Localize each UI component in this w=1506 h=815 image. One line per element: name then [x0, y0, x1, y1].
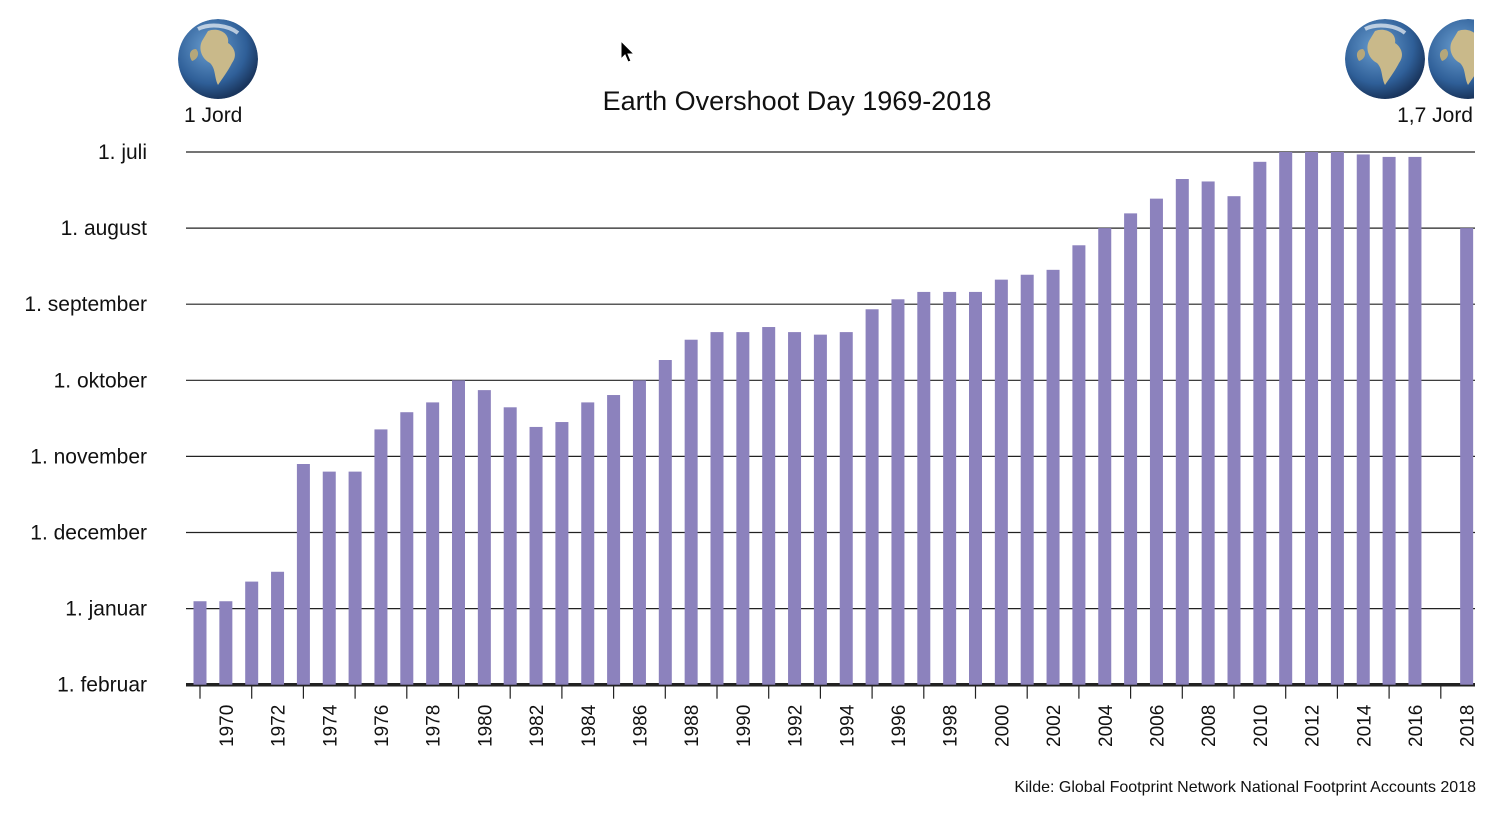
bar-1995 — [865, 309, 879, 685]
bar-1969 — [193, 601, 207, 685]
bar-1973 — [296, 464, 310, 685]
bar-1998 — [943, 291, 957, 685]
bar-1991 — [762, 327, 776, 685]
bar-1978 — [426, 402, 440, 685]
y-tick-label: 1. september — [24, 293, 147, 316]
bar-1975 — [348, 471, 362, 685]
bar-2001 — [1020, 274, 1034, 685]
bar-1994 — [839, 332, 853, 685]
x-tick-label: 2000 — [992, 705, 1013, 747]
bar-2000 — [994, 279, 1008, 685]
x-tick-label: 1990 — [734, 705, 755, 747]
y-tick-label: 1. august — [61, 217, 148, 240]
x-tick-label: 1988 — [682, 705, 703, 747]
earth-globe-icon — [1428, 19, 1474, 99]
x-tick-label: 1984 — [579, 704, 600, 747]
bar-1993 — [813, 334, 827, 685]
x-tick-label: 2014 — [1354, 704, 1375, 747]
bar-1981 — [503, 407, 517, 685]
x-tick-label: 1970 — [217, 705, 238, 747]
x-tick-label: 2008 — [1199, 705, 1220, 747]
y-tick-labels: 1. juli 1. august 1. september 1. oktober 1.… — [24, 141, 147, 697]
bar-2014 — [1356, 154, 1370, 685]
bar-1984 — [581, 402, 595, 685]
one-earth-label: 1 Jord — [184, 104, 243, 127]
x-tick-label: 2004 — [1096, 704, 1117, 747]
bar-1974 — [322, 471, 336, 685]
x-tick-label: 2002 — [1044, 705, 1065, 747]
bar-1987 — [658, 360, 672, 685]
y-tick-label: 1. oktober — [54, 369, 147, 392]
bar-1972 — [271, 571, 285, 685]
bar-2002 — [1046, 269, 1060, 685]
earth-globe-icon — [178, 19, 258, 99]
x-tick-labels: 1970 1972 1974 1976 1978 1980 1982 1984 1986 1988… — [217, 704, 1479, 747]
bar-1986 — [632, 380, 646, 685]
mouse-pointer-icon — [620, 40, 636, 63]
y-tick-label: 1. december — [30, 522, 147, 545]
bar-1979 — [452, 380, 465, 685]
bar-2010 — [1253, 161, 1267, 685]
bar-2012 — [1305, 152, 1319, 685]
bar-2003 — [1072, 245, 1086, 685]
chart-bars — [193, 152, 1474, 685]
bar-1985 — [607, 395, 621, 685]
bar-2006 — [1149, 198, 1163, 685]
bar-1989 — [710, 332, 724, 685]
bar-2007 — [1175, 179, 1189, 685]
x-tick-label: 2006 — [1147, 705, 1168, 747]
bar-1970 — [219, 601, 233, 685]
bar-1990 — [736, 332, 750, 685]
earth-globe-icon — [1345, 19, 1425, 99]
bar-2018 — [1460, 228, 1474, 685]
bar-2005 — [1124, 213, 1138, 685]
bar-1971 — [245, 581, 259, 685]
bar-2011 — [1279, 152, 1293, 685]
bar-1976 — [374, 429, 388, 685]
bar-1977 — [400, 412, 414, 685]
x-tick-label: 1974 — [320, 704, 341, 747]
bar-2016 — [1408, 156, 1422, 685]
x-tick-label: 1980 — [475, 705, 496, 747]
bar-1988 — [684, 339, 698, 685]
y-tick-label: 1. februar — [57, 674, 147, 697]
bar-1980 — [477, 390, 491, 685]
bar-1983 — [555, 422, 569, 685]
x-tick-label: 1996 — [889, 705, 910, 747]
bar-1999 — [969, 291, 982, 685]
source-note: Kilde: Global Footprint Network National… — [1014, 779, 1476, 796]
x-tick-label: 1976 — [372, 705, 393, 747]
x-tick-label: 1986 — [630, 705, 651, 747]
earth-globe-icon-partial — [1428, 17, 1474, 101]
x-tick-label: 2016 — [1406, 705, 1427, 747]
y-tick-label: 1. november — [30, 445, 147, 468]
bar-2008 — [1201, 181, 1215, 685]
chart-title: Earth Overshoot Day 1969-2018 — [602, 86, 992, 116]
x-tick-label: 1982 — [527, 705, 548, 747]
bar-1982 — [529, 426, 543, 685]
bar-2004 — [1098, 228, 1112, 685]
bar-1992 — [788, 332, 802, 685]
bar-2013 — [1330, 152, 1344, 685]
x-tick-label: 2018 — [1458, 705, 1479, 747]
bar-1997 — [917, 291, 931, 685]
x-tick-label: 1972 — [269, 705, 290, 747]
x-tick-label: 1978 — [424, 705, 445, 747]
one-point-seven-earth-label: 1,7 Jord — [1397, 104, 1473, 127]
bar-2009 — [1227, 196, 1241, 685]
bar-2015 — [1382, 156, 1396, 685]
y-tick-label: 1. januar — [65, 598, 147, 621]
y-tick-label: 1. juli — [98, 141, 147, 164]
x-tick-label: 2012 — [1303, 705, 1324, 747]
bar-1996 — [891, 299, 905, 685]
x-tick-label: 1992 — [786, 705, 807, 747]
x-tick-label: 2010 — [1251, 705, 1272, 747]
x-tick-label: 1994 — [837, 704, 858, 747]
x-tick-label: 1998 — [941, 705, 962, 747]
